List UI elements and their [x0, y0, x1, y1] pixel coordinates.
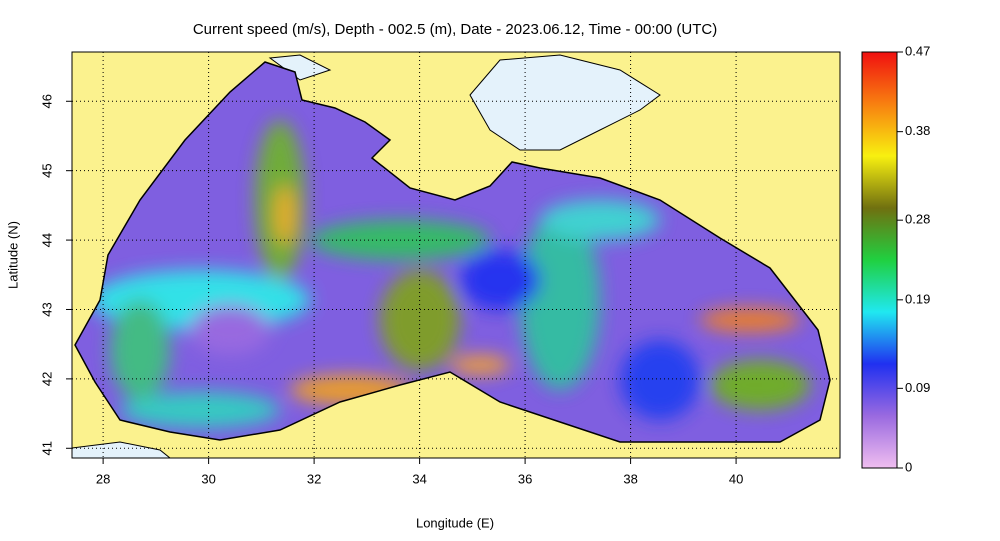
- x-tick-label: 32: [307, 471, 321, 486]
- colorbar-tick-label: 0.19: [905, 291, 930, 306]
- coastline: [74, 61, 831, 443]
- colorbar-tick-label: 0.38: [905, 123, 930, 138]
- x-tick-label: 36: [518, 471, 532, 486]
- y-tick-label: 42: [39, 372, 54, 386]
- colorbar: [861, 51, 898, 469]
- grid: [72, 52, 840, 458]
- x-tick-label: 34: [412, 471, 426, 486]
- y-tick-label: 41: [39, 441, 54, 455]
- x-axis-label: Longitude (E): [416, 515, 494, 530]
- marmara-sea: [72, 441, 171, 458]
- sea-of-azov: [469, 54, 661, 151]
- plot-frame: [71, 51, 841, 459]
- map-area: [72, 52, 840, 458]
- y-tick-label: 44: [39, 233, 54, 247]
- colorbar-tick-label: 0.28: [905, 212, 930, 227]
- y-tick-label: 45: [39, 163, 54, 177]
- colorbar-tick-label: 0.09: [905, 380, 930, 395]
- x-tick-label: 28: [96, 471, 110, 486]
- colorbar-tick-label: 0.47: [905, 43, 930, 58]
- x-tick-label: 40: [729, 471, 743, 486]
- colorbar-tick-label: 0: [905, 459, 912, 474]
- chart-title: Current speed (m/s), Depth - 002.5 (m), …: [193, 21, 717, 38]
- x-tick-label: 30: [201, 471, 215, 486]
- y-tick-label: 46: [39, 94, 54, 108]
- x-tick-label: 38: [623, 471, 637, 486]
- y-tick-label: 43: [39, 302, 54, 316]
- y-axis-label: Latitude (N): [5, 221, 20, 289]
